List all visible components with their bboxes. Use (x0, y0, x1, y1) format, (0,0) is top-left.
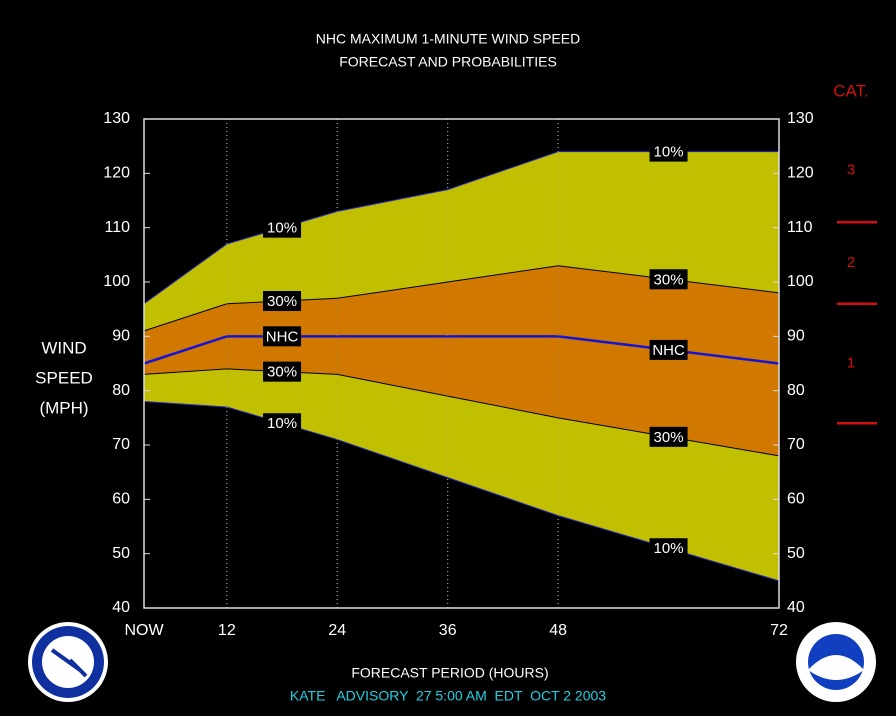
chart-title: FORECAST AND PROBABILITIES (339, 54, 557, 70)
y2-tick-label: 60 (787, 491, 805, 508)
label-text: NHC (266, 328, 299, 345)
x-tick-label: NOW (124, 622, 164, 639)
y-axis-label: SPEED (35, 368, 93, 387)
line-label: 30% (649, 269, 688, 290)
line-label: 30% (649, 426, 688, 447)
band-edge (143, 265, 780, 332)
label-text: 30% (654, 429, 684, 446)
y2-tick-label: 40 (787, 599, 805, 616)
category-label: 2 (847, 254, 855, 271)
label-box (263, 361, 302, 382)
y-tick-label: 90 (112, 328, 130, 345)
label-box (649, 538, 688, 559)
y-tick-label: 130 (103, 110, 130, 127)
y-tick-label: 70 (112, 436, 130, 453)
line-label: NHC (263, 326, 302, 347)
band-edge (143, 401, 780, 582)
label-text: 30% (654, 271, 684, 288)
category-label: 3 (847, 162, 855, 179)
category-title: CAT. (833, 81, 869, 100)
label-text: 30% (267, 293, 297, 310)
y2-tick-label: 50 (787, 545, 805, 562)
label-box (649, 141, 688, 162)
y-tick-label: 100 (103, 273, 130, 290)
x-tick-label: 12 (218, 622, 236, 639)
band-area (144, 265, 779, 456)
x-tick-label: 24 (328, 622, 346, 639)
y2-tick-label: 110 (787, 219, 813, 236)
y2-tick-label: 90 (787, 328, 805, 345)
noaa-logo (796, 622, 876, 702)
label-box (263, 291, 302, 312)
x-tick-label: 36 (439, 622, 457, 639)
line-label: 10% (649, 141, 688, 162)
y2-tick-label: 80 (787, 382, 805, 399)
y-axis-label: (MPH) (39, 398, 88, 417)
band-edge (143, 368, 780, 457)
label-text: 10% (267, 220, 297, 237)
y2-tick-label: 70 (787, 436, 805, 453)
y-tick-label: 50 (112, 545, 130, 562)
x-axis-label: FORECAST PERIOD (HOURS) (351, 665, 548, 681)
y-tick-label: 110 (104, 219, 130, 236)
line-label: NHC (649, 339, 688, 360)
footer: KATE ADVISORY 27 5:00 AM EDT OCT 2 2003 (290, 688, 606, 704)
line-label: 30% (263, 291, 302, 312)
label-text: 30% (267, 364, 297, 381)
y2-tick-label: 100 (787, 273, 814, 290)
plot-frame (143, 118, 780, 609)
line-label: 30% (263, 361, 302, 382)
y-tick-label: 80 (112, 382, 130, 399)
label-text: 10% (654, 540, 684, 557)
label-text: 10% (654, 144, 684, 161)
label-text: 10% (267, 415, 297, 432)
line (143, 335, 780, 365)
label-box (649, 426, 688, 447)
line-label: 10% (263, 413, 302, 434)
label-box (649, 339, 688, 360)
y-tick-label: 40 (112, 599, 130, 616)
label-box (263, 326, 302, 347)
x-tick-label: 48 (549, 622, 567, 639)
x-tick-label: 72 (770, 622, 788, 639)
label-box (263, 217, 302, 238)
y-tick-label: 60 (112, 491, 130, 508)
line-label: 10% (263, 217, 302, 238)
label-box (649, 269, 688, 290)
label-box (263, 413, 302, 434)
nws-logo (28, 622, 108, 702)
chart-title: NHC MAXIMUM 1-MINUTE WIND SPEED (316, 31, 580, 47)
y2-tick-label: 130 (787, 110, 814, 127)
category-label: 1 (847, 354, 855, 371)
line-label: 10% (649, 538, 688, 559)
label-text: NHC (652, 342, 685, 359)
y-axis-label: WIND (41, 338, 86, 357)
y-tick-label: 120 (103, 165, 130, 182)
y2-tick-label: 120 (787, 165, 814, 182)
band-edge (143, 151, 779, 305)
